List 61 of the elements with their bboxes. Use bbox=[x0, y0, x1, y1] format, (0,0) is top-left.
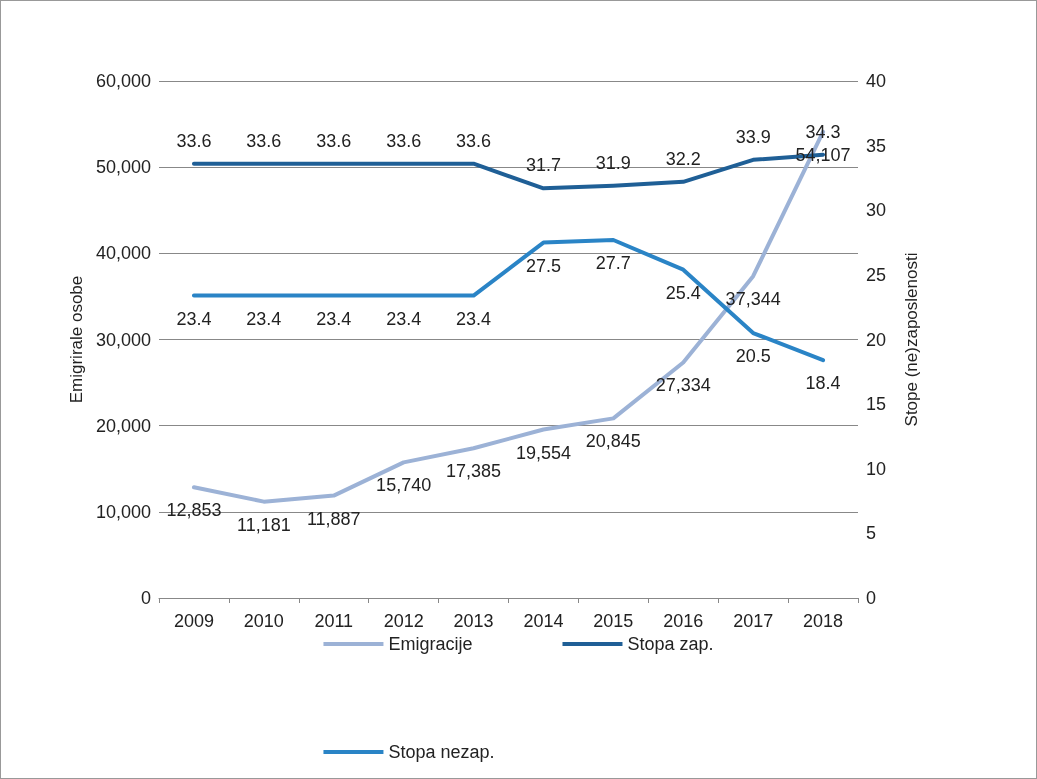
data-label: 33.6 bbox=[386, 130, 422, 151]
legend-label: Stopa zap. bbox=[627, 634, 714, 654]
data-label: 33.6 bbox=[246, 130, 282, 151]
y-tick-label: 60,000 bbox=[95, 71, 151, 91]
y-tick-label: 50,000 bbox=[95, 157, 151, 178]
x-tick-label: 2017 bbox=[733, 611, 774, 631]
data-label: 17,385 bbox=[446, 461, 502, 482]
data-label: 37,344 bbox=[725, 289, 781, 310]
y2-tick-label: 30 bbox=[866, 200, 887, 221]
data-label: 20.5 bbox=[735, 346, 771, 367]
x-tick-label: 2011 bbox=[314, 611, 354, 631]
x-tick-label: 2013 bbox=[453, 611, 494, 631]
data-label: 31.7 bbox=[525, 155, 561, 176]
x-tick-label: 2015 bbox=[593, 611, 634, 631]
x-tick-label: 2012 bbox=[383, 611, 424, 631]
data-label: 31.9 bbox=[595, 152, 631, 173]
data-label: 33.6 bbox=[456, 130, 492, 151]
data-label: 32.2 bbox=[665, 148, 701, 169]
data-label: 23.4 bbox=[176, 308, 212, 329]
data-label: 27,334 bbox=[655, 375, 711, 396]
legend-label: Stopa nezap. bbox=[388, 742, 495, 762]
data-label: 20,845 bbox=[585, 431, 641, 452]
data-label: 27.5 bbox=[525, 255, 561, 276]
data-label: 11,887 bbox=[306, 508, 361, 529]
y2-tick-label: 15 bbox=[866, 394, 887, 415]
y2-tick-label: 35 bbox=[866, 135, 887, 156]
data-label: 33.6 bbox=[316, 130, 352, 151]
data-label: 33.9 bbox=[735, 126, 771, 147]
y2-tick-label: 40 bbox=[866, 71, 887, 91]
y2-tick-label: 5 bbox=[866, 523, 877, 544]
x-tick-label: 2014 bbox=[523, 611, 564, 631]
data-label: 27.7 bbox=[595, 252, 631, 273]
y-axis-title: Emigrirale osobe bbox=[67, 275, 87, 404]
y2-tick-label: 0 bbox=[866, 588, 877, 608]
data-label: 18.4 bbox=[805, 373, 841, 394]
data-label: 34.3 bbox=[805, 121, 841, 142]
data-label: 15,740 bbox=[376, 475, 432, 496]
y-tick-label: 30,000 bbox=[95, 329, 151, 350]
legend-label: Emigracije bbox=[388, 634, 473, 654]
x-tick-label: 2016 bbox=[663, 611, 704, 631]
data-label: 54,107 bbox=[795, 144, 851, 165]
y2-axis-title: Stope (ne)zaposlenosti bbox=[902, 252, 921, 427]
data-label: 12,853 bbox=[166, 500, 222, 521]
y-tick-label: 0 bbox=[140, 588, 151, 608]
y-tick-label: 10,000 bbox=[95, 501, 151, 522]
y-tick-label: 20,000 bbox=[95, 415, 151, 436]
data-label: 23.4 bbox=[386, 308, 422, 329]
y2-tick-label: 10 bbox=[866, 458, 887, 479]
y-tick-label: 40,000 bbox=[95, 243, 151, 264]
data-label: 23.4 bbox=[456, 308, 492, 329]
data-label: 33.6 bbox=[176, 130, 212, 151]
data-label: 11,181 bbox=[236, 514, 291, 535]
y2-tick-label: 25 bbox=[866, 264, 887, 285]
x-tick-label: 2018 bbox=[803, 611, 844, 631]
x-tick-label: 2010 bbox=[243, 611, 284, 631]
x-tick-label: 2009 bbox=[173, 611, 214, 631]
data-label: 23.4 bbox=[316, 308, 352, 329]
data-label: 25.4 bbox=[665, 282, 701, 303]
y2-tick-label: 20 bbox=[866, 329, 887, 350]
data-label: 23.4 bbox=[246, 308, 282, 329]
data-label: 19,554 bbox=[515, 442, 571, 463]
